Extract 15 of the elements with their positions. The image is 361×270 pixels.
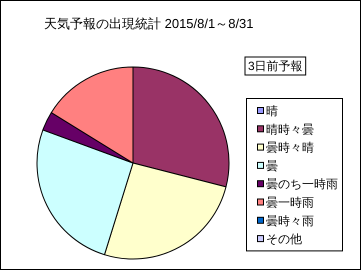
legend-label: 曇時々雨 — [266, 214, 314, 228]
pie-slice — [42, 112, 134, 164]
pie-slice — [36, 129, 134, 256]
legend-label: 曇 — [266, 158, 278, 173]
pie-slice — [132, 66, 230, 188]
chart-title: 天気予報の出現統計 2015/8/1～8/31 — [44, 16, 254, 31]
text: 3日前予報 — [248, 59, 303, 73]
pie-slice — [104, 162, 226, 260]
legend-label: 曇のち一時雨 — [266, 177, 338, 192]
pie-slice — [50, 66, 134, 164]
legend-label: その他 — [266, 232, 302, 246]
legend-label: 曇時々晴 — [266, 140, 314, 155]
legend-label: 曇一時雨 — [266, 196, 314, 210]
legend-label: 晴時々曇 — [266, 122, 314, 136]
legend-label: 晴 — [266, 104, 278, 118]
